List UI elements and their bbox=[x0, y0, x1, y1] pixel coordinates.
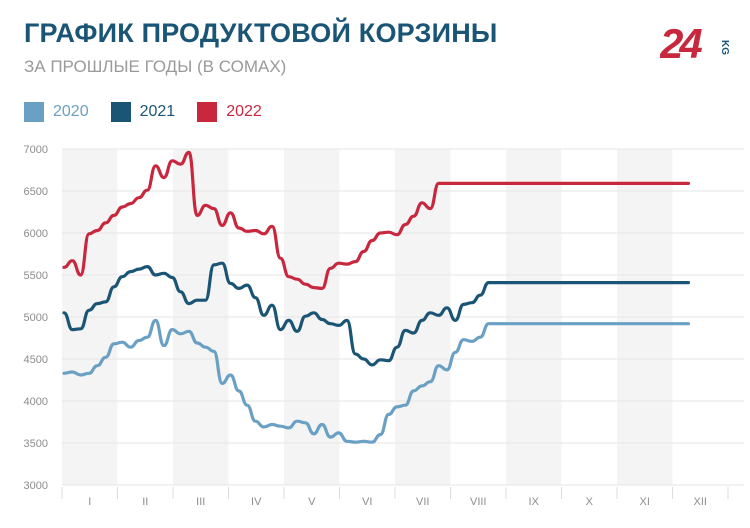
legend-swatch-2020 bbox=[24, 102, 44, 122]
y-tick-label-6500: 6500 bbox=[24, 186, 48, 198]
x-tick-label-II: II bbox=[142, 496, 148, 508]
y-tick-label-6000: 6000 bbox=[24, 228, 48, 240]
chart-title: ГРАФИК ПРОДУКТОВОЙ КОРЗИНЫ bbox=[24, 18, 498, 48]
chart-subtitle: ЗА ПРОШЛЫЕ ГОДЫ (В СОМАХ) bbox=[24, 57, 287, 76]
logo-number: 24 bbox=[660, 22, 702, 66]
legend-label-2022: 2022 bbox=[226, 103, 262, 120]
y-tick-label-5000: 5000 bbox=[24, 312, 48, 324]
x-tick-label-III: III bbox=[196, 496, 205, 508]
x-tick-label-XI: XI bbox=[640, 496, 650, 508]
legend-label-2020: 2020 bbox=[53, 103, 89, 120]
x-tick-label-VII: VII bbox=[416, 496, 429, 508]
y-tick-label-4000: 4000 bbox=[24, 396, 48, 408]
x-tick-label-IX: IX bbox=[529, 496, 540, 508]
legend-item-2020: 2020 bbox=[24, 102, 89, 122]
legend-label-2021: 2021 bbox=[139, 103, 176, 120]
x-tick-label-VIII: VIII bbox=[470, 496, 487, 508]
logo-suffix: KG bbox=[719, 40, 730, 55]
legend-swatch-2021 bbox=[110, 102, 131, 122]
series-line-2021 bbox=[62, 261, 690, 367]
legend-item-2021: 2021 bbox=[110, 102, 176, 122]
series-line-2020 bbox=[62, 318, 690, 444]
y-tick-label-3000: 3000 bbox=[24, 480, 48, 492]
y-tick-label-5500: 5500 bbox=[24, 270, 48, 282]
x-tick-label-IV: IV bbox=[251, 496, 262, 508]
x-tick-label-VI: VI bbox=[362, 496, 372, 508]
x-tick-label-X: X bbox=[586, 496, 594, 508]
y-tick-label-3500: 3500 bbox=[24, 438, 48, 450]
x-tick-label-XII: XII bbox=[694, 496, 707, 508]
y-tick-label-4500: 4500 bbox=[24, 354, 48, 366]
logo-24kg: 24 KG bbox=[660, 22, 730, 66]
legend-swatch-2022 bbox=[197, 102, 218, 122]
legend: 2020 2021 2022 bbox=[24, 102, 262, 122]
legend-item-2022: 2022 bbox=[197, 102, 262, 122]
x-tick-label-V: V bbox=[308, 496, 316, 508]
y-tick-label-7000: 7000 bbox=[24, 144, 48, 156]
series-line-2022 bbox=[62, 150, 690, 290]
x-tick-label-I: I bbox=[88, 496, 91, 508]
